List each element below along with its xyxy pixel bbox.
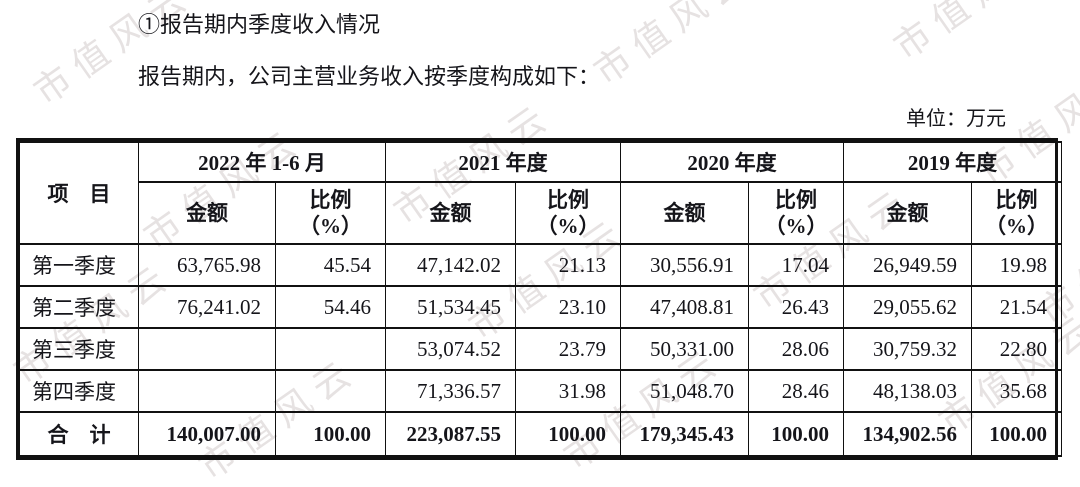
ratio-cell: 45.54 (275, 243, 386, 287)
amount-cell: 47,408.81 (620, 285, 749, 329)
amount-cell: 30,759.32 (843, 327, 972, 371)
column-header-item: 项 目 (19, 141, 139, 245)
row-label: 合 计 (19, 411, 139, 457)
section-heading: ①报告期内季度收入情况 (138, 12, 381, 37)
column-header-2020: 2020 年度 (620, 141, 844, 183)
header-row-measures: 金额 比例 （%） 金额 比例 （%） 金额 比例 （ (20, 181, 1062, 245)
amount-header-2020: 金额 (620, 181, 749, 245)
amount-cell: 134,902.56 (843, 411, 972, 457)
ratio-cell: 100.00 (515, 411, 621, 457)
row-label: 第一季度 (19, 243, 139, 287)
ratio-cell: 28.06 (748, 327, 844, 371)
ratio-cell: 22.80 (971, 327, 1062, 371)
row-label: 第三季度 (19, 327, 139, 371)
amount-cell: 53,074.52 (385, 327, 516, 371)
table-row-q1: 第一季度 63,765.98 45.54 47,142.02 21.13 30,… (19, 243, 1062, 287)
ratio-cell (275, 327, 386, 371)
ratio-label-line1: 比例 (309, 188, 352, 212)
amount-cell (138, 327, 276, 371)
ratio-label-line2: （%） (764, 214, 828, 238)
amount-cell: 29,055.62 (843, 285, 972, 329)
intro-text: 报告期内，公司主营业务收入按季度构成如下： (138, 64, 601, 89)
ratio-cell: 19.98 (971, 243, 1062, 287)
amount-cell: 76,241.02 (138, 285, 276, 329)
amount-cell: 223,087.55 (385, 411, 516, 457)
amount-cell: 26,949.59 (843, 243, 972, 287)
quarterly-revenue-table: 项 目 2022 年 1-6 月 2021 年度 2020 年度 2019 年度… (16, 138, 1062, 460)
ratio-header-2021: 比例 （%） (515, 181, 621, 245)
ratio-label-line1: 比例 (547, 188, 589, 212)
amount-cell: 140,007.00 (138, 411, 276, 457)
ratio-cell: 100.00 (275, 411, 386, 457)
ratio-label-line2: （%） (536, 214, 600, 238)
ratio-cell: 26.43 (748, 285, 844, 329)
amount-cell: 48,138.03 (843, 369, 972, 413)
amount-cell: 63,765.98 (138, 243, 276, 287)
ratio-cell: 31.98 (515, 369, 621, 413)
amount-cell: 47,142.02 (385, 243, 516, 287)
ratio-cell: 100.00 (971, 411, 1062, 457)
table-row-total: 合 计 140,007.00 100.00 223,087.55 100.00 … (19, 411, 1062, 457)
ratio-label-line1: 比例 (995, 188, 1038, 212)
ratio-label-line2: （%） (985, 214, 1048, 238)
ratio-cell: 17.04 (748, 243, 844, 287)
amount-header-2019: 金额 (843, 181, 972, 245)
ratio-cell: 35.68 (971, 369, 1062, 413)
ratio-label-line2: （%） (299, 214, 362, 238)
ratio-header-2019: 比例 （%） (971, 181, 1062, 245)
column-header-2022h1: 2022 年 1-6 月 (138, 141, 386, 183)
ratio-cell: 23.10 (515, 285, 621, 329)
ratio-header-2020: 比例 （%） (748, 181, 844, 245)
amount-cell: 51,534.45 (385, 285, 516, 329)
document-content: ①报告期内季度收入情况 报告期内，公司主营业务收入按季度构成如下： 单位：万元 … (16, 12, 1062, 460)
row-label: 第四季度 (19, 369, 139, 413)
column-header-2021: 2021 年度 (385, 141, 621, 183)
ratio-header-2022h1: 比例 （%） (275, 181, 386, 245)
row-label: 第二季度 (19, 285, 139, 329)
ratio-label-line1: 比例 (775, 188, 817, 212)
amount-cell: 179,345.43 (620, 411, 749, 457)
amount-cell: 50,331.00 (620, 327, 749, 371)
table-row-q3: 第三季度 53,074.52 23.79 50,331.00 28.06 30,… (19, 327, 1062, 371)
ratio-cell: 100.00 (748, 411, 844, 457)
amount-cell: 30,556.91 (620, 243, 749, 287)
data-table: 项 目 2022 年 1-6 月 2021 年度 2020 年度 2019 年度… (19, 141, 1062, 457)
ratio-cell: 21.13 (515, 243, 621, 287)
table-row-q2: 第二季度 76,241.02 54.46 51,534.45 23.10 47,… (19, 285, 1062, 329)
amount-cell: 71,336.57 (385, 369, 516, 413)
ratio-cell: 23.79 (515, 327, 621, 371)
amount-header-2021: 金额 (385, 181, 516, 245)
ratio-cell (275, 369, 386, 413)
table-row-q4: 第四季度 71,336.57 31.98 51,048.70 28.46 48,… (19, 369, 1062, 413)
amount-header-2022h1: 金额 (138, 181, 276, 245)
ratio-cell: 54.46 (275, 285, 386, 329)
column-header-2019: 2019 年度 (843, 141, 1062, 183)
ratio-cell: 21.54 (971, 285, 1062, 329)
unit-note: 单位：万元 (906, 108, 1006, 130)
ratio-cell: 28.46 (748, 369, 844, 413)
amount-cell: 51,048.70 (620, 369, 749, 413)
header-row-periods: 项 目 2022 年 1-6 月 2021 年度 2020 年度 2019 年度 (19, 141, 1062, 245)
amount-cell (138, 369, 276, 413)
